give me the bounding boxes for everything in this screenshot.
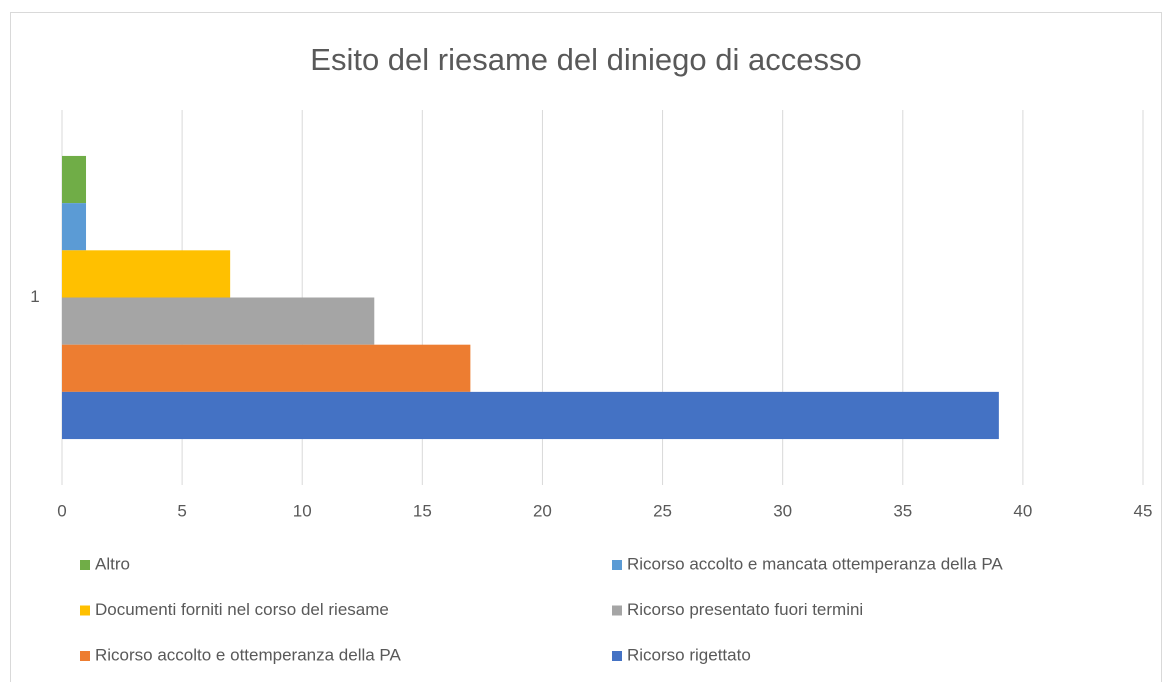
bar [62,155,87,204]
legend-label: Ricorso accolto e ottemperanza della PA [95,645,402,664]
x-tick-label: 0 [57,501,66,520]
x-tick-label: 40 [1013,501,1032,520]
x-tick-label: 20 [533,501,552,520]
x-tick-label: 10 [293,501,312,520]
chart-title: Esito del riesame del diniego di accesso [310,42,861,77]
x-tick-label: 45 [1134,501,1153,520]
y-tick-label: 1 [30,287,39,306]
x-tick-label: 5 [177,501,186,520]
legend-label: Ricorso presentato fuori termini [627,600,863,619]
legend-label: Ricorso rigettato [627,645,751,664]
legend-swatch [612,651,622,661]
bar [62,297,375,345]
legend-label: Documenti forniti nel corso del riesame [95,600,389,619]
x-tick-label: 30 [773,501,792,520]
legend-swatch [80,651,90,661]
legend-label: Altro [95,554,130,573]
x-tick-label: 35 [893,501,912,520]
bar [62,344,471,392]
x-tick-label: 15 [413,501,432,520]
legend-swatch [612,605,622,616]
bar [62,250,231,298]
x-tick-label: 25 [653,501,672,520]
legend-label: Ricorso accolto e mancata ottemperanza d… [627,554,1003,573]
legend-swatch [612,560,622,570]
bar [62,203,87,251]
legend-swatch [80,605,90,616]
legend-swatch [80,560,90,570]
bar [62,391,999,440]
